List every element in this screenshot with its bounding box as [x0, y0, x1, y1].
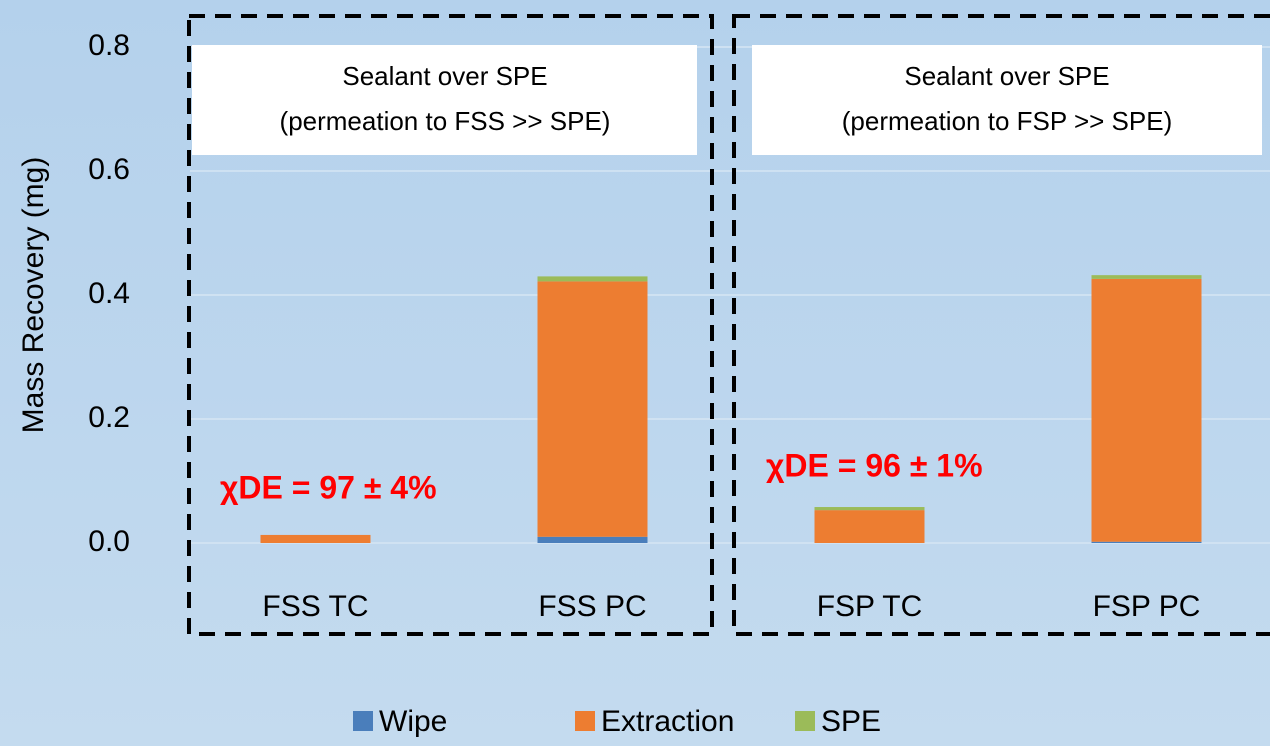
x-tick-label: FSS PC: [538, 590, 646, 623]
annotation: (permeation to FSP >> SPE): [842, 106, 1172, 136]
bar-segment: [1091, 278, 1202, 542]
y-tick-label: 0.8: [88, 29, 130, 62]
y-tick-label: 0.2: [88, 401, 130, 434]
bar-segment: [814, 510, 925, 543]
annotation: χDE = 96 ± 1%: [766, 447, 983, 483]
annotation: Sealant over SPE: [904, 61, 1109, 91]
legend-swatch: [353, 711, 373, 731]
bar-segment: [537, 276, 648, 282]
bar-segment: [814, 507, 925, 511]
y-tick-label: 0.4: [88, 277, 130, 310]
bar-segment: [537, 536, 648, 543]
legend-label: SPE: [821, 705, 881, 738]
x-tick-label: FSS TC: [262, 590, 368, 623]
annotation: Sealant over SPE: [342, 61, 547, 91]
legend-swatch: [575, 711, 595, 731]
annotation: χDE = 97 ± 4%: [220, 469, 437, 505]
group-frame: [732, 14, 1270, 636]
y-axis-label: Mass Recovery (mg): [17, 157, 50, 434]
legend-label: Extraction: [601, 705, 734, 738]
y-tick-label: 0.0: [88, 525, 130, 558]
y-tick-label: 0.6: [88, 153, 130, 186]
legend-label: Wipe: [379, 705, 447, 738]
bar-segment: [537, 281, 648, 537]
bar-segment: [1091, 541, 1202, 543]
x-tick-label: FSP PC: [1093, 590, 1201, 623]
bar-segment: [260, 534, 371, 543]
bar-segment: [1091, 275, 1202, 279]
annotation-box: [752, 45, 1262, 155]
legend-swatch: [795, 711, 815, 731]
annotation-box: [192, 45, 697, 155]
group-frame: [187, 14, 714, 636]
x-tick-label: FSP TC: [817, 590, 923, 623]
annotation: (permeation to FSS >> SPE): [280, 106, 611, 136]
